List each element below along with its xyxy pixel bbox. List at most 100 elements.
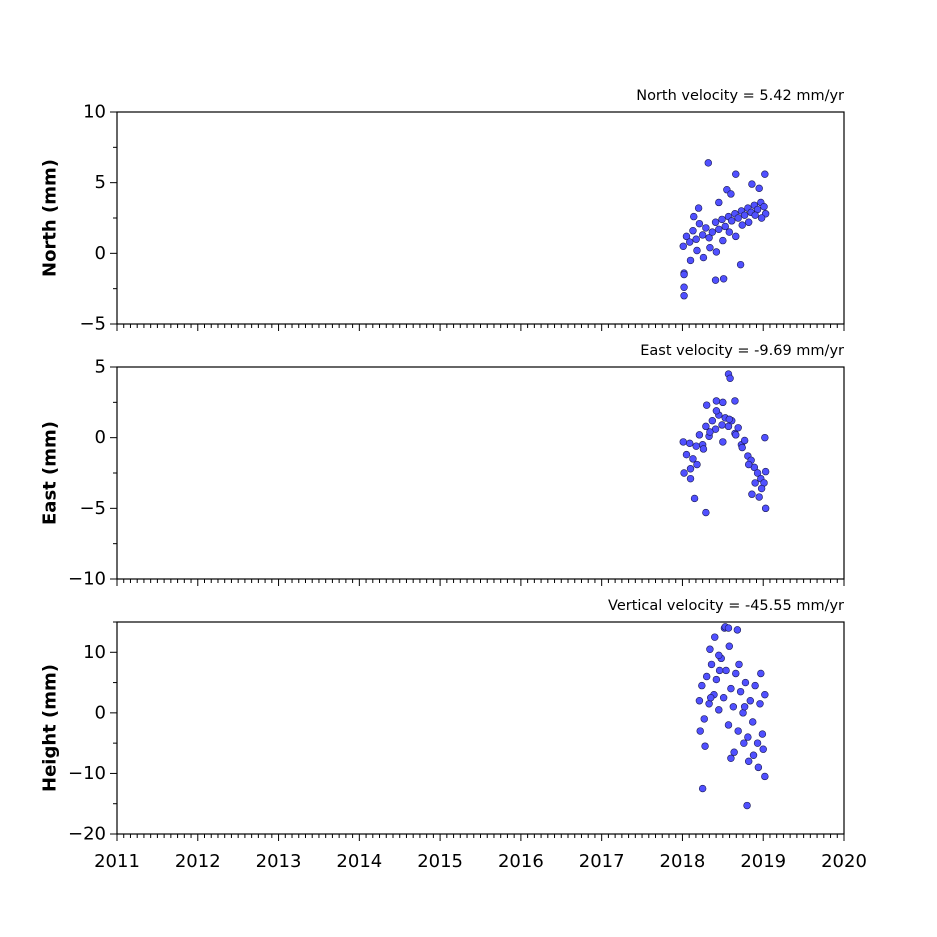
east-point <box>738 443 746 452</box>
north-point <box>680 283 688 291</box>
east-point <box>718 421 726 429</box>
height-point <box>761 772 769 781</box>
height-point <box>700 715 708 723</box>
east-point <box>719 398 727 407</box>
north-point <box>686 238 694 246</box>
north-point <box>704 159 712 167</box>
east-y-tick-label: 5 <box>95 357 106 378</box>
east-point <box>753 469 762 477</box>
east-point <box>755 493 763 501</box>
height-point <box>727 684 735 693</box>
north-point <box>711 218 720 226</box>
east-y-tick-label: −5 <box>79 498 106 519</box>
north-point <box>718 215 726 224</box>
height-y-axis-label: Height (mm) <box>40 664 61 792</box>
east-point <box>748 490 756 498</box>
east-point <box>686 465 695 473</box>
height-point <box>749 718 757 726</box>
north-point <box>699 253 708 262</box>
height-point <box>722 666 730 675</box>
height-point <box>746 697 754 705</box>
height-point <box>715 706 723 714</box>
east-point <box>693 460 701 469</box>
height-point <box>751 681 759 690</box>
height-axes-frame <box>116 621 845 835</box>
east-point <box>761 467 770 476</box>
east-point <box>699 445 708 453</box>
north-y-tick-label: 0 <box>95 243 106 264</box>
height-point <box>730 748 738 756</box>
east-point <box>702 401 711 409</box>
east-point <box>679 438 687 446</box>
north-point <box>727 190 735 198</box>
x-axis-tick-labels: 2011 2012 2013 2014 2015 2016 2017 2018 2019 2020 <box>94 851 867 872</box>
east-point <box>725 415 733 423</box>
east-point <box>734 424 742 432</box>
height-point <box>715 666 724 675</box>
height-point <box>759 745 767 753</box>
east-point <box>761 433 769 442</box>
east-point <box>686 439 694 448</box>
east-point <box>690 494 699 503</box>
height-point <box>695 697 704 705</box>
north-point <box>755 184 763 193</box>
north-point <box>715 198 723 207</box>
east-point <box>731 397 739 405</box>
height-point <box>744 733 752 741</box>
east-point <box>726 374 734 383</box>
x-tick-label: 2019 <box>740 851 786 872</box>
height-y-tick-label: 0 <box>95 702 106 723</box>
east-panel-title: East velocity = -9.69 mm/yr <box>640 343 844 359</box>
east-point <box>706 428 714 436</box>
height-point <box>701 742 709 750</box>
north-point <box>705 234 713 242</box>
north-point <box>680 270 688 279</box>
height-point <box>734 727 742 735</box>
east-point <box>682 450 691 459</box>
east-point <box>689 455 697 463</box>
height-point <box>702 672 711 681</box>
north-ticks: −5 0 5 10 <box>79 102 845 335</box>
north-point <box>740 211 749 219</box>
east-y-axis-label: East (mm) <box>40 421 61 525</box>
east-point <box>712 407 721 415</box>
height-point <box>698 784 707 793</box>
height-point <box>729 703 738 711</box>
north-point <box>680 292 688 300</box>
north-points <box>679 159 770 300</box>
height-point <box>732 669 740 678</box>
north-panel: North velocity = 5.42 mm/yr North (mm) −… <box>40 88 845 335</box>
x-tick-label: 2020 <box>821 851 867 872</box>
north-y-axis-label: North (mm) <box>40 159 61 277</box>
height-point <box>705 700 713 708</box>
east-ticks: −10 −5 0 5 <box>68 357 845 590</box>
north-point <box>721 222 729 231</box>
height-point <box>753 739 762 747</box>
east-point <box>719 438 727 446</box>
east-point <box>680 469 688 477</box>
east-point <box>702 508 710 517</box>
height-point <box>743 801 751 810</box>
east-point <box>708 417 717 425</box>
north-point <box>689 227 697 235</box>
east-point <box>751 479 759 487</box>
north-point <box>711 276 720 284</box>
east-points <box>679 370 770 517</box>
north-y-tick-label: −5 <box>79 314 106 335</box>
height-point <box>727 754 735 762</box>
height-point <box>736 687 745 696</box>
north-point <box>693 246 701 255</box>
height-point <box>761 690 769 699</box>
height-point <box>712 675 721 684</box>
north-point <box>760 202 768 211</box>
north-point <box>694 204 703 212</box>
height-point <box>719 694 728 702</box>
east-y-tick-label: 0 <box>95 427 106 448</box>
height-point <box>756 700 764 708</box>
height-point <box>706 645 714 653</box>
north-point <box>761 170 769 178</box>
height-point <box>724 624 733 632</box>
north-point <box>725 228 733 236</box>
x-tick-label: 2016 <box>498 851 544 872</box>
